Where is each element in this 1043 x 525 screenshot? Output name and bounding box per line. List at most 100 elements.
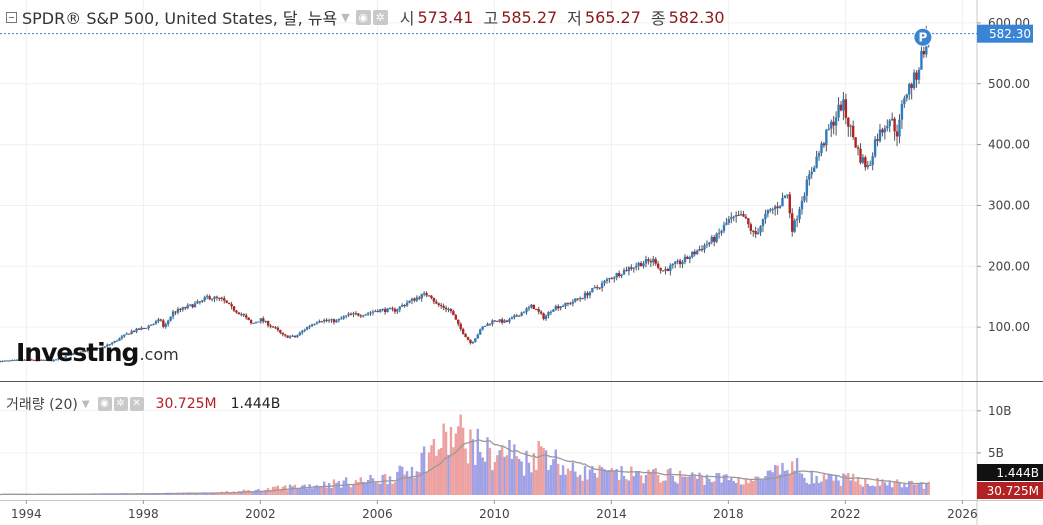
- volume-ma-value: 1.444B: [230, 396, 281, 412]
- candle-body: [656, 263, 660, 268]
- candle-body: [247, 317, 250, 321]
- candle-body: [88, 349, 92, 351]
- candle-body: [732, 216, 735, 218]
- volume-bar: [335, 482, 338, 495]
- candle-body: [856, 147, 860, 149]
- candle-body: [847, 117, 850, 127]
- candle-body: [76, 352, 80, 354]
- candle-body: [622, 270, 626, 275]
- candle-body: [64, 355, 68, 358]
- volume-bar: [496, 455, 499, 495]
- volume-bar: [227, 492, 231, 495]
- volume-bar: [252, 492, 255, 495]
- candle-body: [708, 242, 711, 245]
- candle-body: [279, 330, 282, 333]
- candle-body: [232, 306, 236, 311]
- candle-body: [898, 119, 901, 137]
- candle-body: [725, 222, 728, 225]
- volume-bar: [425, 471, 428, 495]
- candle-body: [179, 308, 182, 310]
- candle-body: [430, 295, 433, 299]
- price-tick-label: 100.00: [988, 320, 1030, 334]
- volume-bar: [513, 444, 516, 495]
- volume-bar: [466, 463, 470, 495]
- candle-body: [118, 338, 121, 341]
- volume-bar: [688, 476, 692, 495]
- candle-body: [817, 152, 821, 157]
- candle-body: [649, 261, 653, 263]
- candle-body: [839, 104, 843, 111]
- settings-icon[interactable]: ✲: [372, 9, 388, 25]
- volume-bar: [820, 481, 823, 495]
- candle-body: [137, 328, 141, 330]
- candle-body: [893, 118, 896, 132]
- volume-bar: [403, 474, 406, 495]
- volume-bar: [776, 465, 779, 495]
- candle-body: [591, 288, 594, 293]
- volume-bar: [547, 470, 550, 495]
- volume-bar: [700, 476, 704, 495]
- volume-bar: [503, 456, 506, 495]
- volume-bar: [464, 448, 467, 495]
- candle-body: [293, 335, 297, 337]
- volume-bar: [386, 484, 389, 495]
- candle-body: [262, 318, 265, 322]
- candle-body: [181, 307, 185, 310]
- candle-body: [152, 323, 155, 325]
- candle-body: [881, 129, 884, 133]
- volume-bar: [125, 494, 128, 495]
- volume-bar: [769, 470, 772, 495]
- volume-bar: [566, 468, 570, 495]
- visibility-icon[interactable]: ◉: [97, 397, 112, 411]
- volume-bar: [861, 486, 865, 495]
- volume-bar: [223, 492, 226, 495]
- volume-bar: [313, 486, 316, 495]
- volume-bar: [430, 445, 433, 495]
- volume-bar: [654, 468, 657, 495]
- chevron-down-icon[interactable]: ▼: [341, 10, 350, 24]
- visibility-icon[interactable]: ◉: [355, 9, 371, 25]
- candle-body: [266, 320, 270, 326]
- volume-bar: [576, 476, 579, 495]
- volume-bar: [676, 483, 679, 495]
- candle-body: [276, 327, 280, 331]
- instrument-title[interactable]: SPDR® S&P 500, United States, 달, 뉴욕: [22, 9, 338, 28]
- time-tick-label: 1998: [128, 507, 159, 521]
- volume-bar: [617, 479, 621, 495]
- candle-body: [639, 262, 643, 267]
- high-label: 고: [483, 9, 499, 28]
- volume-bar: [817, 482, 821, 495]
- candle-body: [296, 335, 299, 337]
- chevron-down-icon[interactable]: ▼: [81, 398, 90, 410]
- candle-body: [125, 333, 128, 335]
- candle-body: [527, 307, 531, 309]
- volume-bar: [298, 487, 302, 495]
- collapse-icon[interactable]: [6, 11, 17, 23]
- candle-body: [242, 314, 245, 316]
- candle-body: [449, 309, 453, 312]
- candle-body: [866, 165, 869, 168]
- volume-bar: [630, 466, 633, 495]
- volume-bar: [240, 491, 243, 495]
- candle-body: [505, 320, 509, 322]
- volume-bar: [383, 474, 387, 495]
- candle-body: [201, 300, 204, 302]
- candle-body: [271, 326, 275, 328]
- volume-ma-tag-label: 1.444B: [996, 466, 1039, 480]
- candle-body: [471, 341, 475, 344]
- close-icon[interactable]: ✕: [129, 397, 144, 411]
- volume-bar: [583, 465, 587, 495]
- candle-body: [3, 360, 7, 362]
- settings-icon[interactable]: ✲: [113, 397, 128, 411]
- candle-body: [496, 320, 499, 322]
- candle-body: [537, 309, 540, 312]
- candle-body: [457, 319, 460, 324]
- candle-body: [588, 292, 592, 296]
- volume-title[interactable]: 거래량 (20): [6, 397, 78, 413]
- volume-bar: [539, 446, 543, 495]
- candle-body: [313, 323, 316, 325]
- candle-body: [432, 298, 436, 302]
- last-price-tag: [977, 24, 1033, 43]
- candle-body: [903, 98, 906, 104]
